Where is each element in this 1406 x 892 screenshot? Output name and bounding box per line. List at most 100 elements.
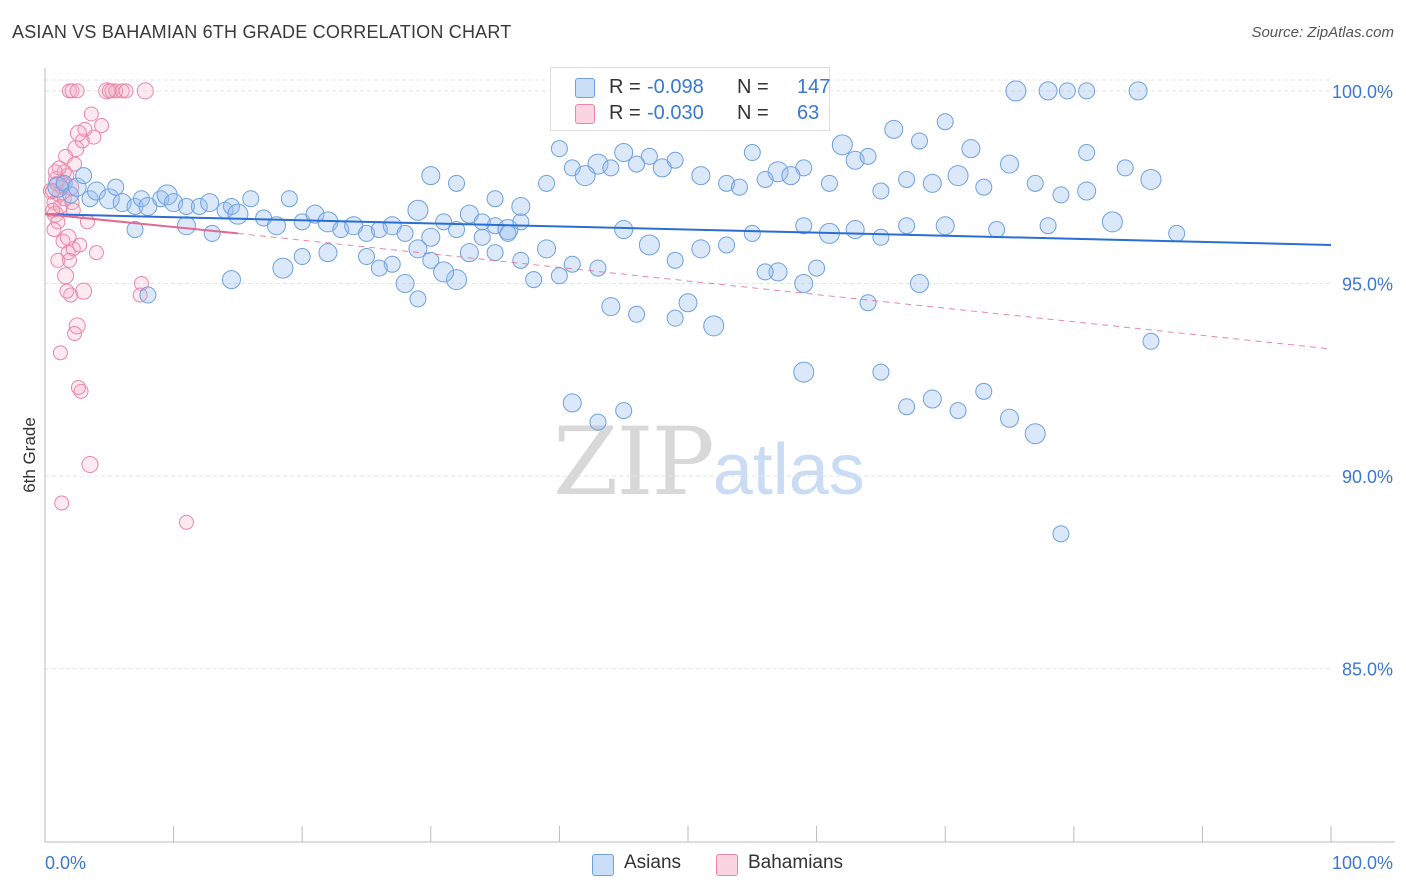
asian-point (601, 297, 621, 317)
asian-point (730, 178, 748, 196)
y-tick-label: 90.0% (1342, 467, 1393, 487)
asian-point (845, 220, 865, 240)
bahamian-point (178, 514, 194, 530)
asian-point (628, 155, 646, 173)
asian-point (574, 165, 596, 187)
asian-point (947, 165, 969, 187)
asian-point (242, 190, 260, 208)
bahamian-point (68, 317, 86, 335)
legend-r-label: R = (609, 76, 641, 98)
asian-point (768, 262, 788, 282)
asian-point (909, 273, 929, 293)
asian-point (318, 243, 338, 263)
asian-point (872, 182, 890, 200)
chart-title: ASIAN VS BAHAMIAN 6TH GRADE CORRELATION … (12, 22, 512, 42)
asian-point (1039, 217, 1057, 235)
bahamian-point (67, 156, 83, 172)
watermark-atlas: atlas (712, 430, 865, 510)
asian-point (486, 244, 504, 262)
bahamian-point (61, 252, 77, 268)
asian-point (691, 239, 711, 259)
y-axis-title: 6th Grade (20, 417, 39, 493)
asian-point (936, 113, 954, 131)
asian-point (691, 166, 711, 186)
asian-point (459, 243, 479, 263)
asians-legend-swatch (592, 854, 614, 876)
bahamian-trend-line (44, 213, 238, 235)
asian-point (422, 251, 440, 269)
bahamian-point (88, 245, 104, 261)
bahamians-swatch (575, 104, 595, 124)
asian-point (1128, 81, 1148, 101)
asian-point (922, 173, 942, 193)
asian-point (473, 228, 491, 246)
asian-point (86, 181, 106, 201)
asian-point (1052, 186, 1070, 204)
asian-point (898, 217, 916, 235)
asian-point (961, 139, 981, 159)
asian-point (486, 190, 504, 208)
asian-point (81, 190, 99, 208)
asian-point (756, 263, 774, 281)
bahamian-trend-extension (237, 232, 1332, 350)
bahamian-point (47, 164, 63, 180)
asian-point (395, 273, 415, 293)
asian-point (75, 167, 93, 185)
y-tick-label: 100.0% (1332, 82, 1393, 102)
asian-point (358, 224, 375, 242)
asian-point (975, 178, 993, 196)
asian-point (266, 216, 286, 236)
bahamian-point (52, 345, 68, 361)
asian-point (1038, 81, 1058, 101)
x-tick-label: 0.0% (45, 853, 86, 873)
asian-point (448, 221, 466, 239)
asian-point (638, 234, 660, 256)
asian-point (615, 402, 633, 420)
asian-point (177, 197, 195, 215)
asian-point (435, 213, 453, 231)
bahamian-point (101, 83, 117, 99)
asian-point (409, 290, 427, 308)
asian-point (126, 221, 144, 239)
asians-r-value: -0.098 (647, 76, 704, 98)
x-tick-label: 100.0% (1332, 853, 1393, 873)
asian-point (678, 293, 698, 313)
asian-point (743, 224, 761, 242)
asian-point (859, 294, 877, 312)
asian-point (666, 309, 684, 327)
asian-point (756, 170, 774, 188)
asian-point (614, 220, 634, 240)
asian-point (652, 158, 672, 178)
asian-point (421, 166, 441, 186)
axis-labels: 85.0% 90.0% 95.0% 100.0% 0.0% 100.0% 6th Grade (20, 82, 1393, 873)
asian-point (525, 271, 543, 289)
asian-point (703, 315, 725, 337)
bahamian-point (50, 252, 66, 268)
bahamian-point (136, 82, 154, 100)
asian-point (949, 402, 967, 420)
asian-point (1078, 144, 1096, 162)
asian-point (176, 216, 196, 236)
asian-point (1101, 211, 1123, 233)
asian-point (382, 216, 402, 236)
bahamians-r-value: -0.030 (647, 102, 704, 124)
asian-point (884, 119, 904, 139)
asian-point (98, 188, 120, 210)
source-credit[interactable]: Source: ZipAtlas.com (1251, 24, 1394, 41)
bahamian-point (108, 83, 124, 99)
bahamian-point (64, 83, 80, 99)
asian-point (922, 389, 942, 409)
asian-point (988, 221, 1006, 239)
asian-point (1026, 174, 1044, 192)
asian-point (227, 203, 249, 225)
asian-point (421, 227, 441, 247)
asian-point (473, 213, 491, 231)
bahamian-point (75, 282, 93, 300)
asian-point (550, 140, 568, 158)
bahamians-legend-swatch (716, 854, 738, 876)
asian-point (859, 147, 877, 165)
asian-point (221, 270, 241, 290)
asian-point (1058, 82, 1076, 100)
y-tick-label: 95.0% (1342, 274, 1393, 294)
asian-point (1024, 423, 1046, 445)
